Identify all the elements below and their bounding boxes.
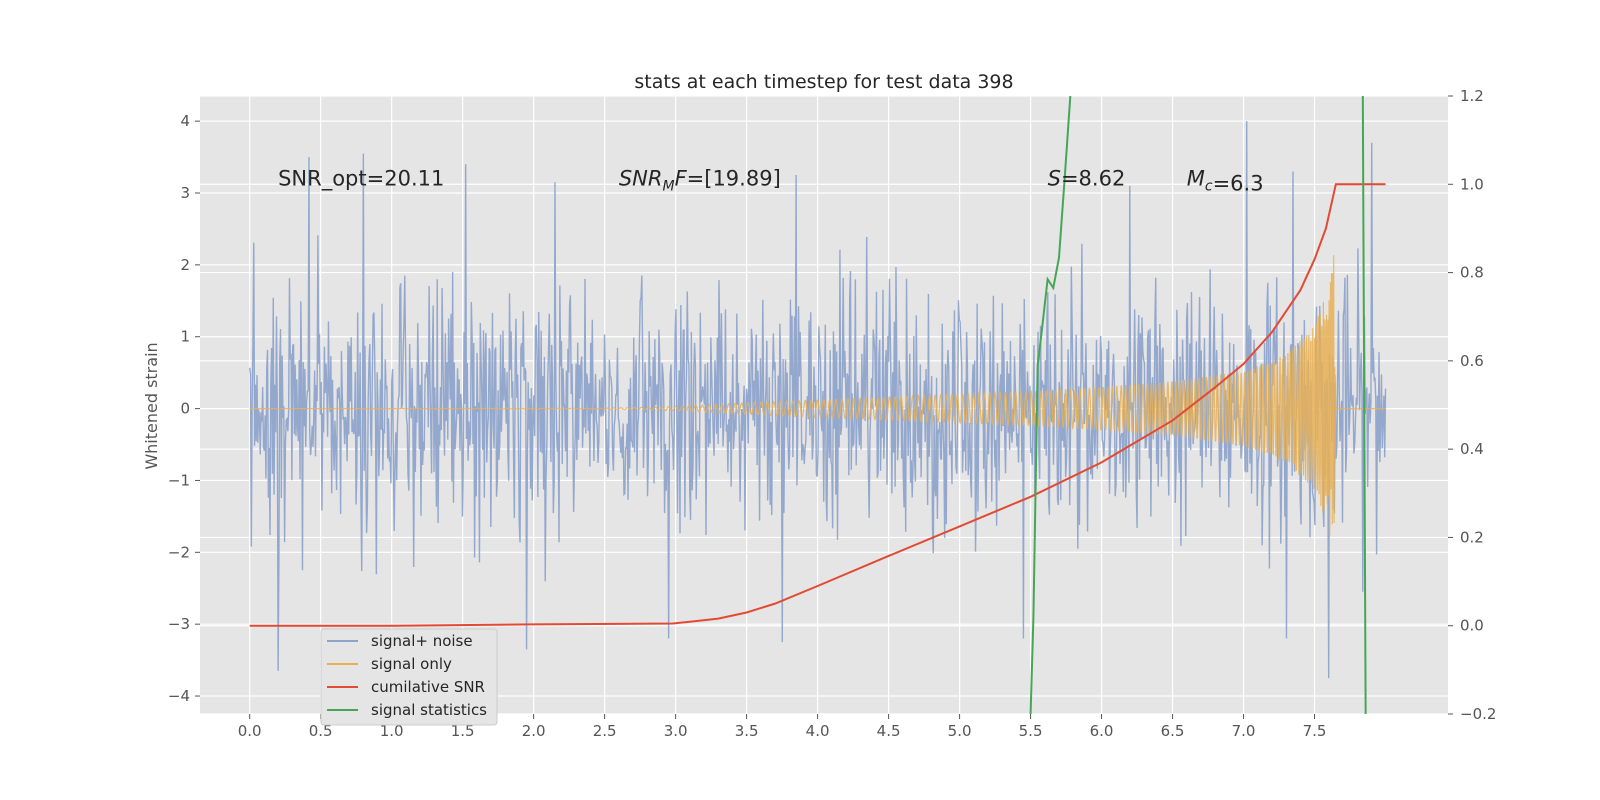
annotation-text: Mc=6.3 — [1187, 167, 1264, 196]
legend: signal+ noise signal only cumilative SNR si… — [320, 628, 498, 726]
chart-title: stats at each timestep for test data 398 — [634, 71, 1013, 93]
y2-tick-label: 0.6 — [1460, 352, 1484, 370]
x-tick-label: 4.5 — [877, 722, 901, 740]
x-tick-label: 2.5 — [593, 722, 617, 740]
x-tick-label: 2.0 — [522, 722, 546, 740]
legend-label: signal only — [371, 655, 452, 673]
grid-lines — [200, 95, 1448, 715]
annotation-text: SNR_opt=20.11 — [278, 167, 444, 192]
data-layer — [248, 96, 1387, 714]
x-tick-label: 0.5 — [309, 722, 333, 740]
y2-tick-label: −0.2 — [1460, 705, 1496, 723]
x-tick-label: 5.0 — [948, 722, 972, 740]
y-tick-label: 0 — [180, 400, 190, 418]
x-tick-label: 4.0 — [806, 722, 830, 740]
series-cumulative-snr-line — [249, 183, 1386, 627]
y2-tick-label: 0.0 — [1460, 617, 1484, 635]
y-tick-label: 2 — [180, 256, 190, 274]
y2-tick-label: 0.2 — [1460, 528, 1484, 546]
series-signal-statistics-line — [1361, 96, 1367, 714]
series-signal-statistics-line — [1029, 96, 1072, 714]
y-tick-label: −3 — [168, 615, 190, 633]
x-tick-label: 7.5 — [1303, 722, 1327, 740]
x-tick-label: 6.0 — [1090, 722, 1114, 740]
y-axis-label: Whitened strain — [142, 342, 161, 469]
series-signal-only-line — [249, 255, 1386, 536]
x-tick-label: 0.0 — [238, 722, 262, 740]
x-tick-label: 1.5 — [451, 722, 475, 740]
y-tick-label: 3 — [180, 184, 190, 202]
annotation-text: SNRMF=[19.89] — [619, 167, 781, 195]
annotation-text: S=8.62 — [1048, 167, 1126, 191]
y2-tick-label: 0.4 — [1460, 440, 1484, 458]
legend-box — [320, 628, 498, 726]
x-tick-label: 3.5 — [735, 722, 759, 740]
x-tick-label: 5.5 — [1019, 722, 1043, 740]
y-tick-label: −4 — [168, 687, 190, 705]
y2-tick-label: 1.2 — [1460, 87, 1484, 105]
legend-label: cumilative SNR — [371, 678, 485, 696]
annotations: SNR_opt=20.11 SNRMF=[19.89] S=8.62 Mc=6.3 — [278, 167, 1263, 196]
y-tick-label: 4 — [180, 112, 190, 130]
legend-label: signal statistics — [371, 701, 487, 719]
y-tick-label: −1 — [168, 471, 190, 489]
axis-ticks: 0.0 0.5 1.0 1.5 2.0 2.5 3.0 3.5 4.0 4.5 5.0 5.5 6.0 6… — [168, 87, 1497, 740]
x-tick-label: 3.0 — [664, 722, 688, 740]
x-tick-label: 6.5 — [1161, 722, 1185, 740]
y-tick-label: −2 — [168, 543, 190, 561]
y2-tick-label: 1.0 — [1460, 175, 1484, 193]
legend-label: signal+ noise — [371, 632, 473, 650]
y2-tick-label: 0.8 — [1460, 264, 1484, 282]
y-tick-label: 1 — [180, 328, 190, 346]
x-tick-label: 1.0 — [380, 722, 404, 740]
series-signal-plus-noise-line — [248, 121, 1387, 679]
x-tick-label: 7.0 — [1232, 722, 1256, 740]
